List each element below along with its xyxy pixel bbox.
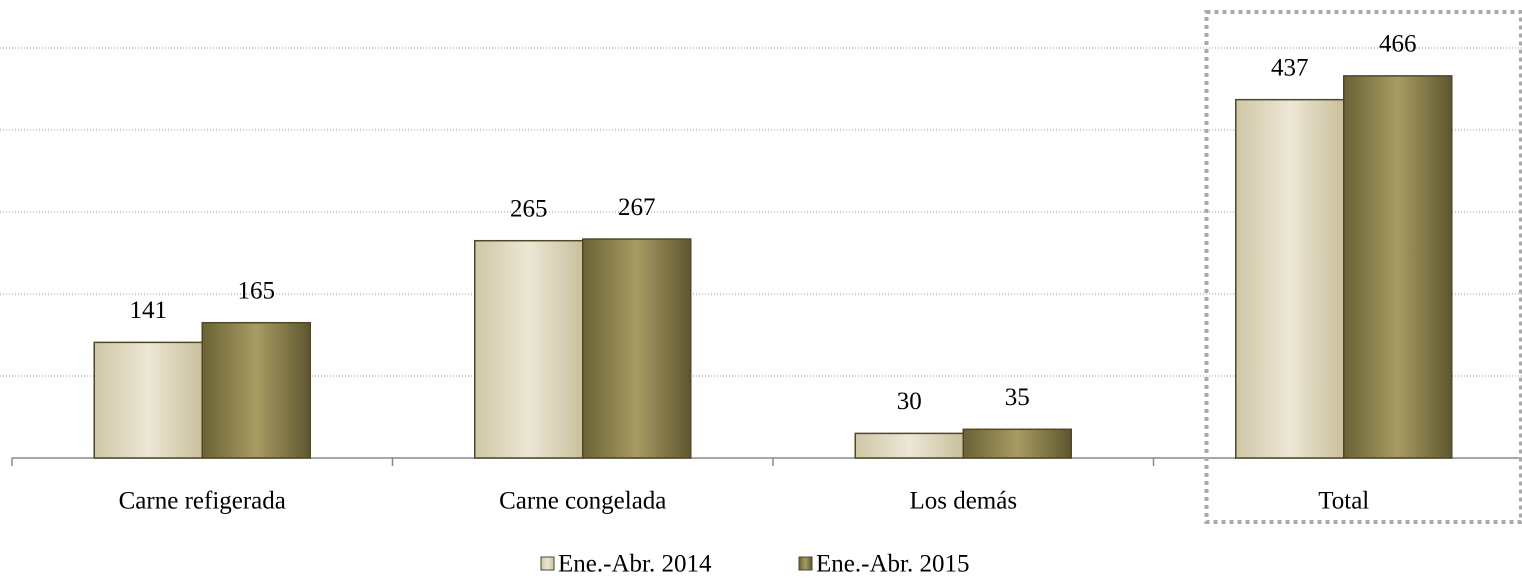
- legend-label: Ene.-Abr. 2014: [558, 551, 712, 578]
- bar: [474, 239, 584, 459]
- x-tick-label: Total: [1318, 488, 1369, 515]
- bar: [582, 238, 692, 459]
- legend-swatch: [540, 556, 555, 571]
- bar: [854, 432, 964, 459]
- value-label: 265: [510, 195, 548, 222]
- legend-label: Ene.-Abr. 2015: [816, 551, 969, 578]
- bar: [1343, 75, 1453, 459]
- legend-swatch: [798, 556, 813, 571]
- value-label: 267: [618, 194, 656, 221]
- x-tick-label: Carne congelada: [499, 488, 666, 515]
- value-label: 165: [238, 277, 276, 304]
- bar: [201, 321, 311, 459]
- value-label: 437: [1271, 54, 1309, 81]
- highlight-box: [1204, 10, 1522, 524]
- value-label: 466: [1379, 31, 1417, 58]
- value-label: 141: [130, 297, 168, 324]
- bar: [962, 428, 1072, 459]
- x-tick-label: Los demás: [909, 488, 1017, 515]
- bar: [1235, 98, 1345, 459]
- x-tick-label: Carne refigerada: [119, 488, 286, 515]
- bar: [93, 341, 203, 459]
- value-label: 30: [897, 388, 922, 415]
- value-label: 35: [1005, 384, 1030, 411]
